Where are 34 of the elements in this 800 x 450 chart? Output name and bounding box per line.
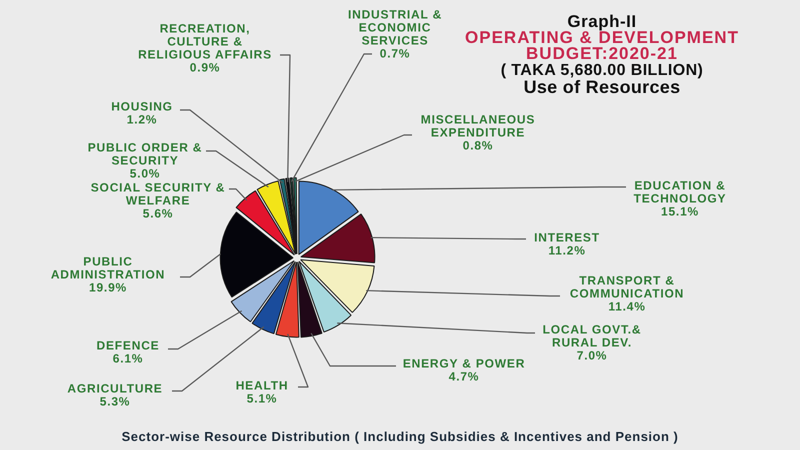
data-label: 5.3% xyxy=(100,394,130,408)
slice-label: PUBLIC ADMINISTRATION xyxy=(50,254,166,282)
data-label: 1.2% xyxy=(126,112,158,126)
slice-label: ENERGY & POWER xyxy=(402,356,526,370)
data-label: 0.9% xyxy=(190,60,220,74)
data-label: 6.1% xyxy=(112,351,144,366)
data-label: 0.7% xyxy=(380,46,410,60)
text: Sector-wise Resource Distribution ( Including Subsidies & Incentives and Pension ) xyxy=(120,429,680,445)
slice-label: HOUSING xyxy=(111,99,173,114)
slice-label: AGRICULTURE xyxy=(67,381,163,396)
data-label: 0.8% xyxy=(462,138,494,152)
slice-label: SOCIAL SECURITY & WELFARE xyxy=(90,180,226,208)
slice-label: HEALTH xyxy=(236,378,288,392)
slice-label: INTEREST xyxy=(534,230,600,244)
text: Use of Resources xyxy=(522,77,680,97)
data-label: 11.2% xyxy=(548,243,586,258)
data-label: 19.9% xyxy=(88,280,128,294)
slice-label: EDUCATION & TECHNOLOGY xyxy=(634,178,726,206)
slice-label: INDUSTRIAL & ECONOMIC SERVICES xyxy=(348,7,442,48)
slice-label: RECREATION, CULTURE & RELIGIOUS AFFAIRS xyxy=(138,21,272,62)
data-label: 7.0% xyxy=(576,348,608,362)
data-label: 5.6% xyxy=(142,206,174,220)
slice-label: PUBLIC ORDER & SECURITY xyxy=(88,140,202,168)
data-label: 5.1% xyxy=(246,391,278,406)
data-label: 15.1% xyxy=(660,204,700,218)
slice-label: MISCELLANEOUS EXPENDITURE xyxy=(420,112,536,140)
chart-title: Graph-II xyxy=(566,12,638,31)
slice-label: LOCAL GOVT.& RURAL DEV. xyxy=(542,322,642,350)
slice-label: TRANSPORT & COMMUNICATION xyxy=(570,273,684,300)
slice-label: DEFENCE xyxy=(96,338,160,352)
data-label: 5.0% xyxy=(130,166,160,180)
data-label: 4.7% xyxy=(448,369,480,384)
text: ( TAKA 5,680.00 BILLION) xyxy=(500,62,704,79)
data-label: 11.4% xyxy=(608,299,646,314)
